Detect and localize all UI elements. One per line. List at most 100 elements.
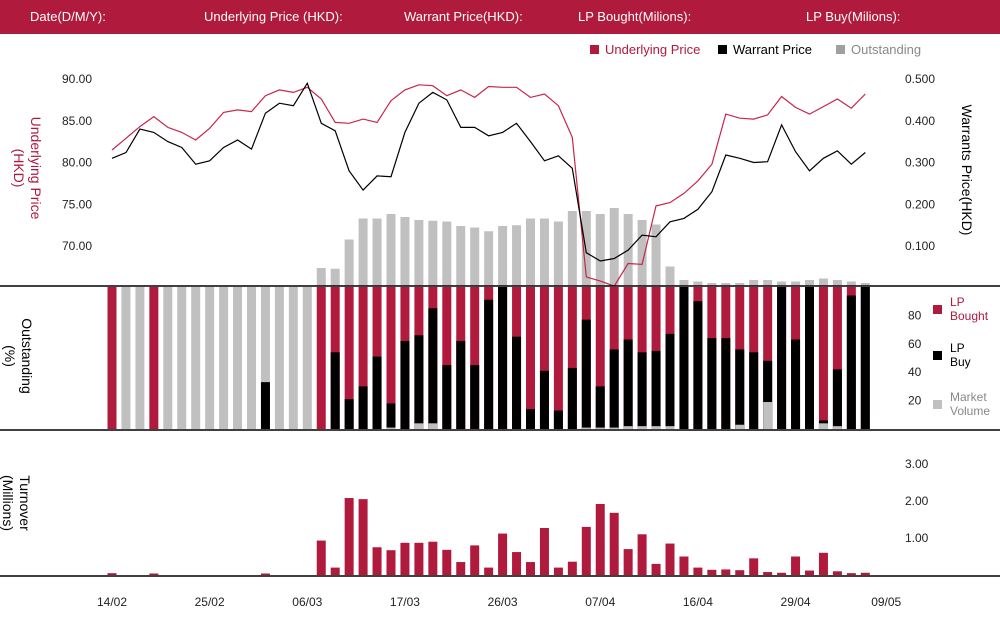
legend-swatch xyxy=(933,305,942,314)
turnover-bar xyxy=(330,567,340,575)
outstanding-bar xyxy=(707,283,717,286)
turnover-bar xyxy=(149,573,159,575)
x-tick-label: 16/04 xyxy=(683,595,713,609)
market-volume-bar xyxy=(651,426,661,429)
outstanding-bar xyxy=(414,220,424,286)
legend-swatch xyxy=(836,45,845,54)
turnover-bar xyxy=(498,533,508,575)
turnover-bar xyxy=(526,562,535,575)
turnover-bar xyxy=(637,534,647,575)
turnover-bar xyxy=(651,563,661,575)
outstanding-bar xyxy=(763,280,773,286)
lp-buy-bar xyxy=(805,287,814,429)
y-axis-title-right: Warrants Price(HKD) xyxy=(959,105,975,236)
outstanding-bar xyxy=(595,214,605,286)
warrant-price-line xyxy=(111,81,866,262)
market-volume-bar xyxy=(637,426,647,429)
lp-buy-bar xyxy=(693,301,703,429)
outstanding-bar xyxy=(567,211,577,286)
y-tick-mid: 20 xyxy=(908,394,922,408)
outstanding-pct-bar xyxy=(247,287,256,429)
market-volume-bar xyxy=(386,427,396,429)
lp-buy-bar xyxy=(428,308,438,429)
outstanding-pct-bar xyxy=(219,287,229,429)
warrant-chart: 90.00 85.00 80.00 75.00 70.00 0.500 0.400 0.300… xyxy=(0,42,1000,609)
turnover-bar xyxy=(372,547,382,575)
outstanding-bar xyxy=(581,211,591,286)
turnover-bar xyxy=(818,552,828,575)
market-volume-bar xyxy=(414,423,424,429)
outstanding-bar xyxy=(330,268,340,286)
y-tick-left: 70.00 xyxy=(62,239,92,253)
market-volume-bar xyxy=(581,427,591,429)
outstanding-pct-bar xyxy=(107,287,117,429)
turnover-bar xyxy=(344,498,354,575)
outstanding-bar xyxy=(358,218,368,286)
turnover-bar xyxy=(679,556,689,575)
outstanding-bar xyxy=(498,226,508,286)
turnover-bar xyxy=(442,549,452,575)
lp-buy-bar xyxy=(372,356,382,429)
outstanding-pct-bar xyxy=(149,287,159,429)
market-volume-bar xyxy=(665,426,675,429)
outstanding-bar xyxy=(372,218,382,286)
y-tick-left: 75.00 xyxy=(62,197,92,211)
outstanding-bar xyxy=(665,266,675,286)
turnover-bar xyxy=(456,562,466,575)
lp-buy-bar xyxy=(442,365,452,429)
outstanding-bar xyxy=(553,221,563,286)
legend-label: Warrant Price xyxy=(733,42,812,57)
turnover-bar xyxy=(414,542,424,575)
turnover-bar xyxy=(400,542,410,575)
turnover-bar xyxy=(428,541,438,575)
legend-label: Market xyxy=(950,390,987,404)
outstanding-bar xyxy=(777,281,787,286)
turnover-bar xyxy=(358,499,368,575)
turnover-bar xyxy=(484,567,494,575)
legend-swatch xyxy=(933,351,942,360)
turnover-bar xyxy=(512,552,522,575)
y-tick-mid: 40 xyxy=(908,365,922,379)
y-tick-left: 90.00 xyxy=(62,72,92,86)
outstanding-bar xyxy=(344,239,354,286)
date-label: Date(D/M/Y): xyxy=(30,9,106,24)
turnover-bar xyxy=(763,572,773,575)
lp-buy-bar xyxy=(567,367,577,429)
outstanding-pct-bar xyxy=(177,287,187,429)
lp-buy-bar xyxy=(358,386,368,429)
turnover-bar xyxy=(107,573,117,575)
outstanding-pct-bar xyxy=(832,287,842,429)
lp-buy-bar xyxy=(386,403,396,429)
lp-buy-bar xyxy=(623,339,633,429)
turnover-bar xyxy=(721,569,731,575)
y-tick-right: 0.400 xyxy=(905,114,935,128)
market-volume-bar xyxy=(818,423,828,429)
outstanding-bar xyxy=(832,280,842,286)
legend-swatch xyxy=(933,400,942,409)
outstanding-bar xyxy=(512,225,522,286)
turnover-bar xyxy=(707,569,717,575)
market-volume-bar xyxy=(428,423,438,429)
outstanding-pct-bar xyxy=(358,287,368,429)
outstanding-pct-bar xyxy=(135,287,145,429)
lp-buy-bar xyxy=(651,350,661,429)
lp-buy-bar xyxy=(498,287,508,429)
lp-buy-bar xyxy=(526,409,535,429)
lp-buy-bar xyxy=(260,382,270,429)
x-tick-label: 07/04 xyxy=(585,595,615,609)
lp-buy-bar xyxy=(637,352,647,429)
market-volume-bar xyxy=(609,427,619,429)
x-tick-label: 25/02 xyxy=(195,595,225,609)
turnover-bar xyxy=(749,558,759,575)
outstanding-bar xyxy=(400,217,410,286)
lp-buy-bar xyxy=(414,335,424,429)
outstanding-pct-bar xyxy=(567,287,577,429)
outstanding-bar xyxy=(609,208,619,286)
legend-label: Buy xyxy=(950,355,971,369)
turnover-bar xyxy=(386,550,396,575)
lp-buy-bar xyxy=(832,369,842,429)
turnover-bar xyxy=(595,503,605,575)
lp-buy-bar xyxy=(665,333,675,429)
legend-label: Underlying Price xyxy=(605,42,700,57)
outstanding-pct-bar xyxy=(233,287,243,429)
